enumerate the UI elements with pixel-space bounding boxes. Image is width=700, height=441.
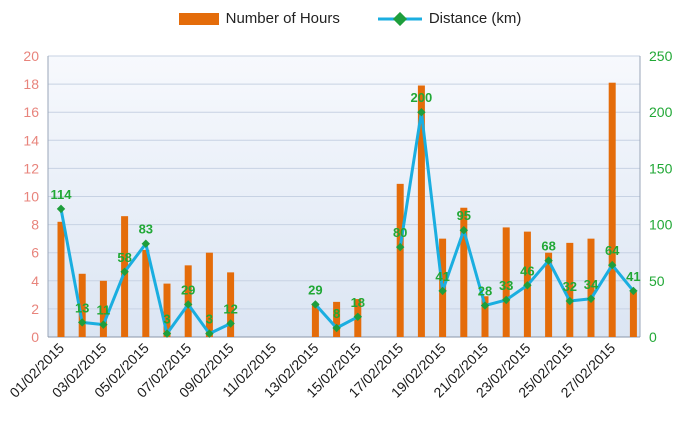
bar-hours [205, 252, 213, 337]
bar-hours [566, 242, 574, 337]
bar-hours [481, 296, 489, 337]
marker-distance [332, 323, 341, 333]
bar-hours [227, 272, 235, 337]
bar-hours [396, 183, 404, 337]
bar-hours [311, 304, 319, 337]
marker-distance [586, 294, 596, 303]
data-label-distance: 33 [499, 278, 513, 293]
y-left-tick-label: 10 [23, 189, 39, 205]
marker-distance [99, 320, 108, 329]
legend-swatch-distance [377, 11, 422, 26]
marker-distance [56, 204, 66, 214]
data-label-distance: 41 [435, 269, 449, 284]
legend: Number of Hours Distance (km) [0, 10, 700, 27]
y-right-tick-label: 150 [649, 160, 673, 176]
y-left-tick-label: 8 [31, 217, 39, 233]
y-right-tick-label: 100 [649, 217, 673, 233]
y-left-tick-label: 14 [23, 132, 39, 148]
marker-distance [417, 108, 426, 117]
data-label-distance: 28 [478, 284, 492, 299]
data-label-distance: 3 [206, 312, 213, 327]
marker-distance [353, 312, 362, 321]
bar-hours [545, 252, 553, 337]
data-label-distance: 11 [97, 303, 111, 318]
marker-distance [459, 226, 468, 235]
data-label-distance: 95 [457, 208, 471, 223]
y-left-tick-label: 16 [23, 104, 39, 120]
bar-hours [121, 216, 129, 337]
line-layer [56, 108, 638, 338]
marker-distance [544, 256, 553, 265]
marker-distance [565, 296, 574, 306]
legend-label-distance: Distance (km) [428, 10, 522, 27]
data-label-distance: 41 [626, 269, 640, 284]
data-label-distance: 32 [563, 279, 577, 294]
marker-distance [523, 281, 532, 290]
legend-swatch-hours [178, 12, 219, 25]
legend-item-distance: Distance (km) [377, 10, 522, 27]
marker-distance [141, 239, 150, 248]
marker-distance [480, 301, 490, 310]
marker-distance [120, 267, 129, 277]
y-right-tick-label: 0 [649, 329, 657, 345]
bar-hours [333, 301, 341, 337]
bar-hours [587, 238, 595, 337]
bar-hours [629, 292, 637, 337]
legend-label-hours: Number of Hours [225, 10, 340, 27]
y-left-tick-label: 12 [23, 160, 39, 176]
data-label-distance: 13 [75, 300, 89, 315]
marker-distance [226, 319, 235, 328]
data-label-distance: 8 [333, 306, 340, 321]
data-label-distance: 114 [51, 187, 73, 202]
marker-distance [438, 286, 447, 296]
data-label-distance: 46 [520, 263, 534, 278]
bar-hours [417, 85, 425, 337]
data-label-distance: 64 [605, 243, 620, 258]
y-left-tick-label: 20 [23, 48, 39, 64]
label-layer: 114 13 11 58 83 3 29 3 12 29 8 18 80 200 41 95 28 33 46 68 3… [51, 90, 641, 326]
data-label-distance: 18 [351, 295, 365, 310]
data-label-distance: 80 [393, 225, 407, 240]
y-left-tick-label: 0 [31, 329, 39, 345]
marker-distance [502, 295, 511, 305]
data-label-distance: 58 [117, 250, 131, 265]
y-left-tick-label: 6 [31, 245, 39, 261]
bar-hours [57, 221, 65, 337]
y-left-tick-label: 2 [31, 301, 39, 317]
data-label-distance: 200 [411, 90, 433, 105]
marker-distance [608, 260, 617, 270]
marker-distance [629, 286, 638, 296]
data-label-distance: 34 [584, 277, 599, 292]
data-label-distance: 83 [139, 222, 153, 237]
bar-hours [502, 227, 510, 337]
bar-hours [99, 280, 107, 337]
data-label-distance: 12 [223, 302, 237, 317]
data-label-distance: 29 [308, 282, 322, 297]
marker-distance [311, 300, 320, 309]
data-label-distance: 3 [163, 312, 170, 327]
marker-distance [184, 300, 193, 309]
y-right-tick-label: 200 [649, 104, 673, 120]
y-right-tick-label: 50 [649, 273, 665, 289]
y-right-tick-label: 250 [649, 48, 673, 64]
y-left-tick-label: 18 [23, 76, 39, 92]
bar-hours [460, 207, 468, 337]
data-label-distance: 68 [541, 239, 555, 254]
marker-distance [205, 329, 214, 338]
legend-item-hours: Number of Hours [178, 10, 340, 27]
bar-hours [608, 82, 616, 337]
marker-distance [396, 242, 405, 252]
y-left-tick-label: 4 [31, 273, 39, 289]
bar-hours [163, 283, 171, 337]
marker-distance [162, 329, 172, 338]
bar-hours [142, 249, 150, 337]
line-distance-segment [398, 110, 635, 308]
marker-distance [78, 318, 87, 327]
bar-hours [78, 273, 86, 337]
data-label-distance: 29 [181, 282, 195, 297]
